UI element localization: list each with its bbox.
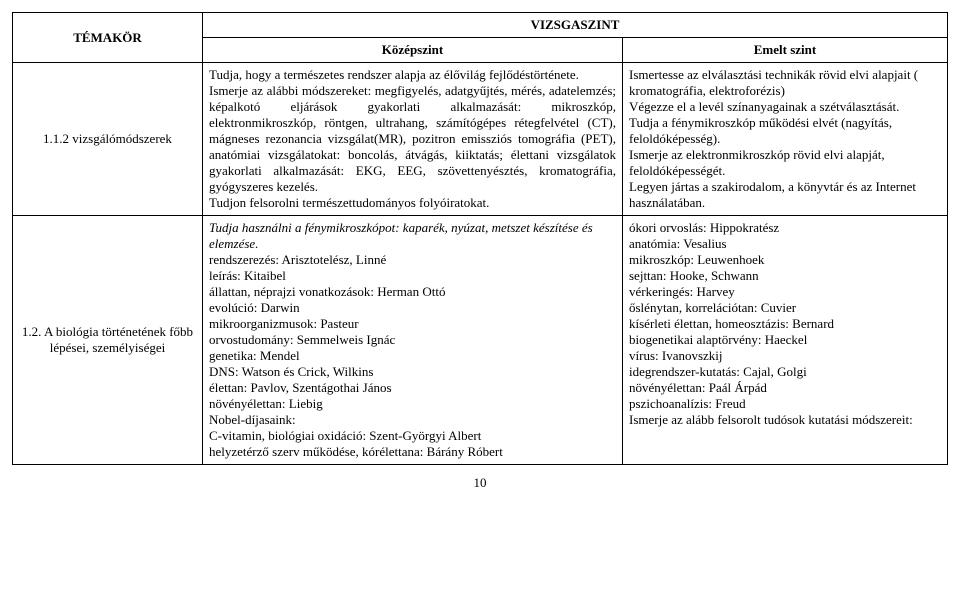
row1-right: Ismertesse az elválasztási technikák röv… [623,63,948,216]
header-level: VIZSGASZINT [203,13,948,38]
row2-mid-rest: rendszerezés: Arisztotelész, Linnéleírás… [209,252,503,459]
row1-topic: 1.1.2 vizsgálómódszerek [13,63,203,216]
row2-topic: 1.2. A biológia történetének főbb lépése… [13,216,203,465]
row2-mid-italic: Tudja használni a fénymikroszkópot: kapa… [209,220,593,251]
header-right: Emelt szint [623,38,948,63]
row1-mid: Tudja, hogy a természetes rendszer alapj… [203,63,623,216]
row-methods: 1.1.2 vizsgálómódszerek Tudja, hogy a te… [13,63,948,216]
row2-mid: Tudja használni a fénymikroszkópot: kapa… [203,216,623,465]
header-mid: Középszint [203,38,623,63]
row-history: 1.2. A biológia történetének főbb lépése… [13,216,948,465]
header-row-1: TÉMAKÖR VIZSGASZINT [13,13,948,38]
header-topic: TÉMAKÖR [13,13,203,63]
page-number: 10 [12,475,948,491]
row2-right: ókori orvoslás: Hippokratészanatómia: Ve… [623,216,948,465]
curriculum-table: TÉMAKÖR VIZSGASZINT Középszint Emelt szi… [12,12,948,465]
